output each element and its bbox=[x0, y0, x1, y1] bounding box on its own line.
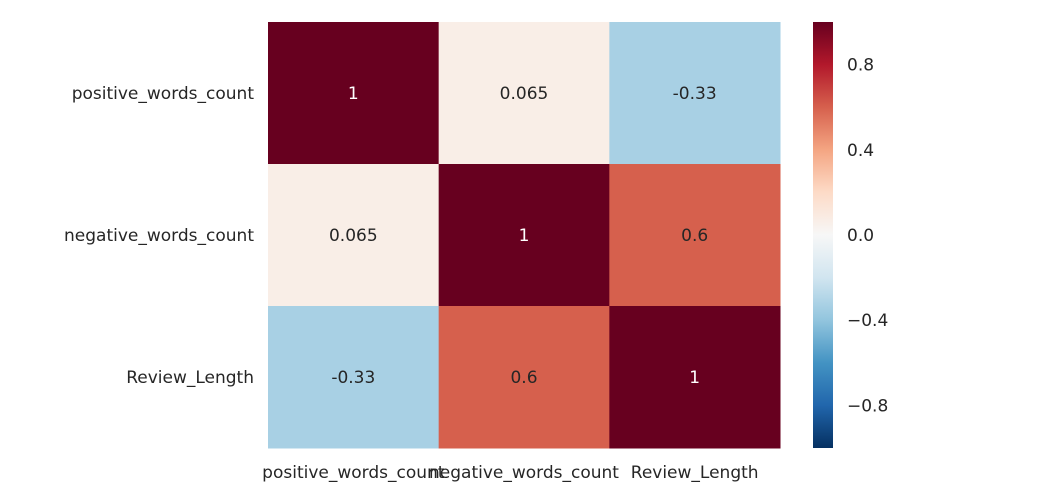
x-tick-label: Review_Length bbox=[631, 463, 759, 483]
heatmap-cell bbox=[438, 306, 610, 449]
colorbar-gradient bbox=[813, 22, 833, 448]
heatmap-cell bbox=[609, 164, 781, 307]
cell-annotation: -0.33 bbox=[673, 84, 717, 104]
y-tick-label: negative_words_count bbox=[64, 226, 254, 246]
y-tick-label: positive_words_count bbox=[72, 84, 255, 104]
colorbar-tick-label: 0.0 bbox=[847, 226, 874, 246]
cell-annotation: 0.065 bbox=[500, 84, 549, 104]
colorbar-ticks: 0.8 0.4 0.0 −0.4 −0.8 bbox=[847, 56, 888, 417]
cell-annotation: -0.33 bbox=[331, 368, 375, 388]
heatmap-cell bbox=[438, 22, 610, 165]
y-tick-label: Review_Length bbox=[126, 368, 254, 388]
heatmap-cell bbox=[268, 306, 440, 449]
y-tick-labels: positive_words_count negative_words_count… bbox=[64, 84, 254, 388]
colorbar-tick-label: −0.8 bbox=[847, 396, 888, 416]
cell-annotation: 0.065 bbox=[329, 226, 378, 246]
cell-annotation: 1 bbox=[519, 226, 530, 246]
heatmap-cell bbox=[438, 164, 610, 307]
cell-annotation: 0.6 bbox=[681, 226, 708, 246]
heatmap-cell bbox=[268, 164, 440, 307]
heatmap-annotations: 1 0.065 -0.33 0.065 1 0.6 -0.33 0.6 1 bbox=[329, 84, 717, 388]
x-tick-label: positive_words_count bbox=[262, 463, 445, 483]
colorbar-tick-label: 0.8 bbox=[847, 56, 874, 76]
colorbar: 0.8 0.4 0.0 −0.4 −0.8 bbox=[813, 22, 888, 448]
colorbar-tick-label: 0.4 bbox=[847, 141, 874, 161]
cell-annotation: 1 bbox=[689, 368, 700, 388]
heatmap-cell bbox=[609, 306, 781, 449]
cell-annotation: 1 bbox=[348, 84, 359, 104]
cell-annotation: 0.6 bbox=[510, 368, 537, 388]
heatmap-cell bbox=[268, 22, 440, 165]
colorbar-tick-label: −0.4 bbox=[847, 311, 888, 331]
heatmap-cells bbox=[268, 22, 781, 449]
x-tick-label: negative_words_count bbox=[429, 463, 619, 483]
x-tick-labels: positive_words_countnegative_words_count… bbox=[262, 463, 758, 483]
heatmap-cell bbox=[609, 22, 781, 165]
